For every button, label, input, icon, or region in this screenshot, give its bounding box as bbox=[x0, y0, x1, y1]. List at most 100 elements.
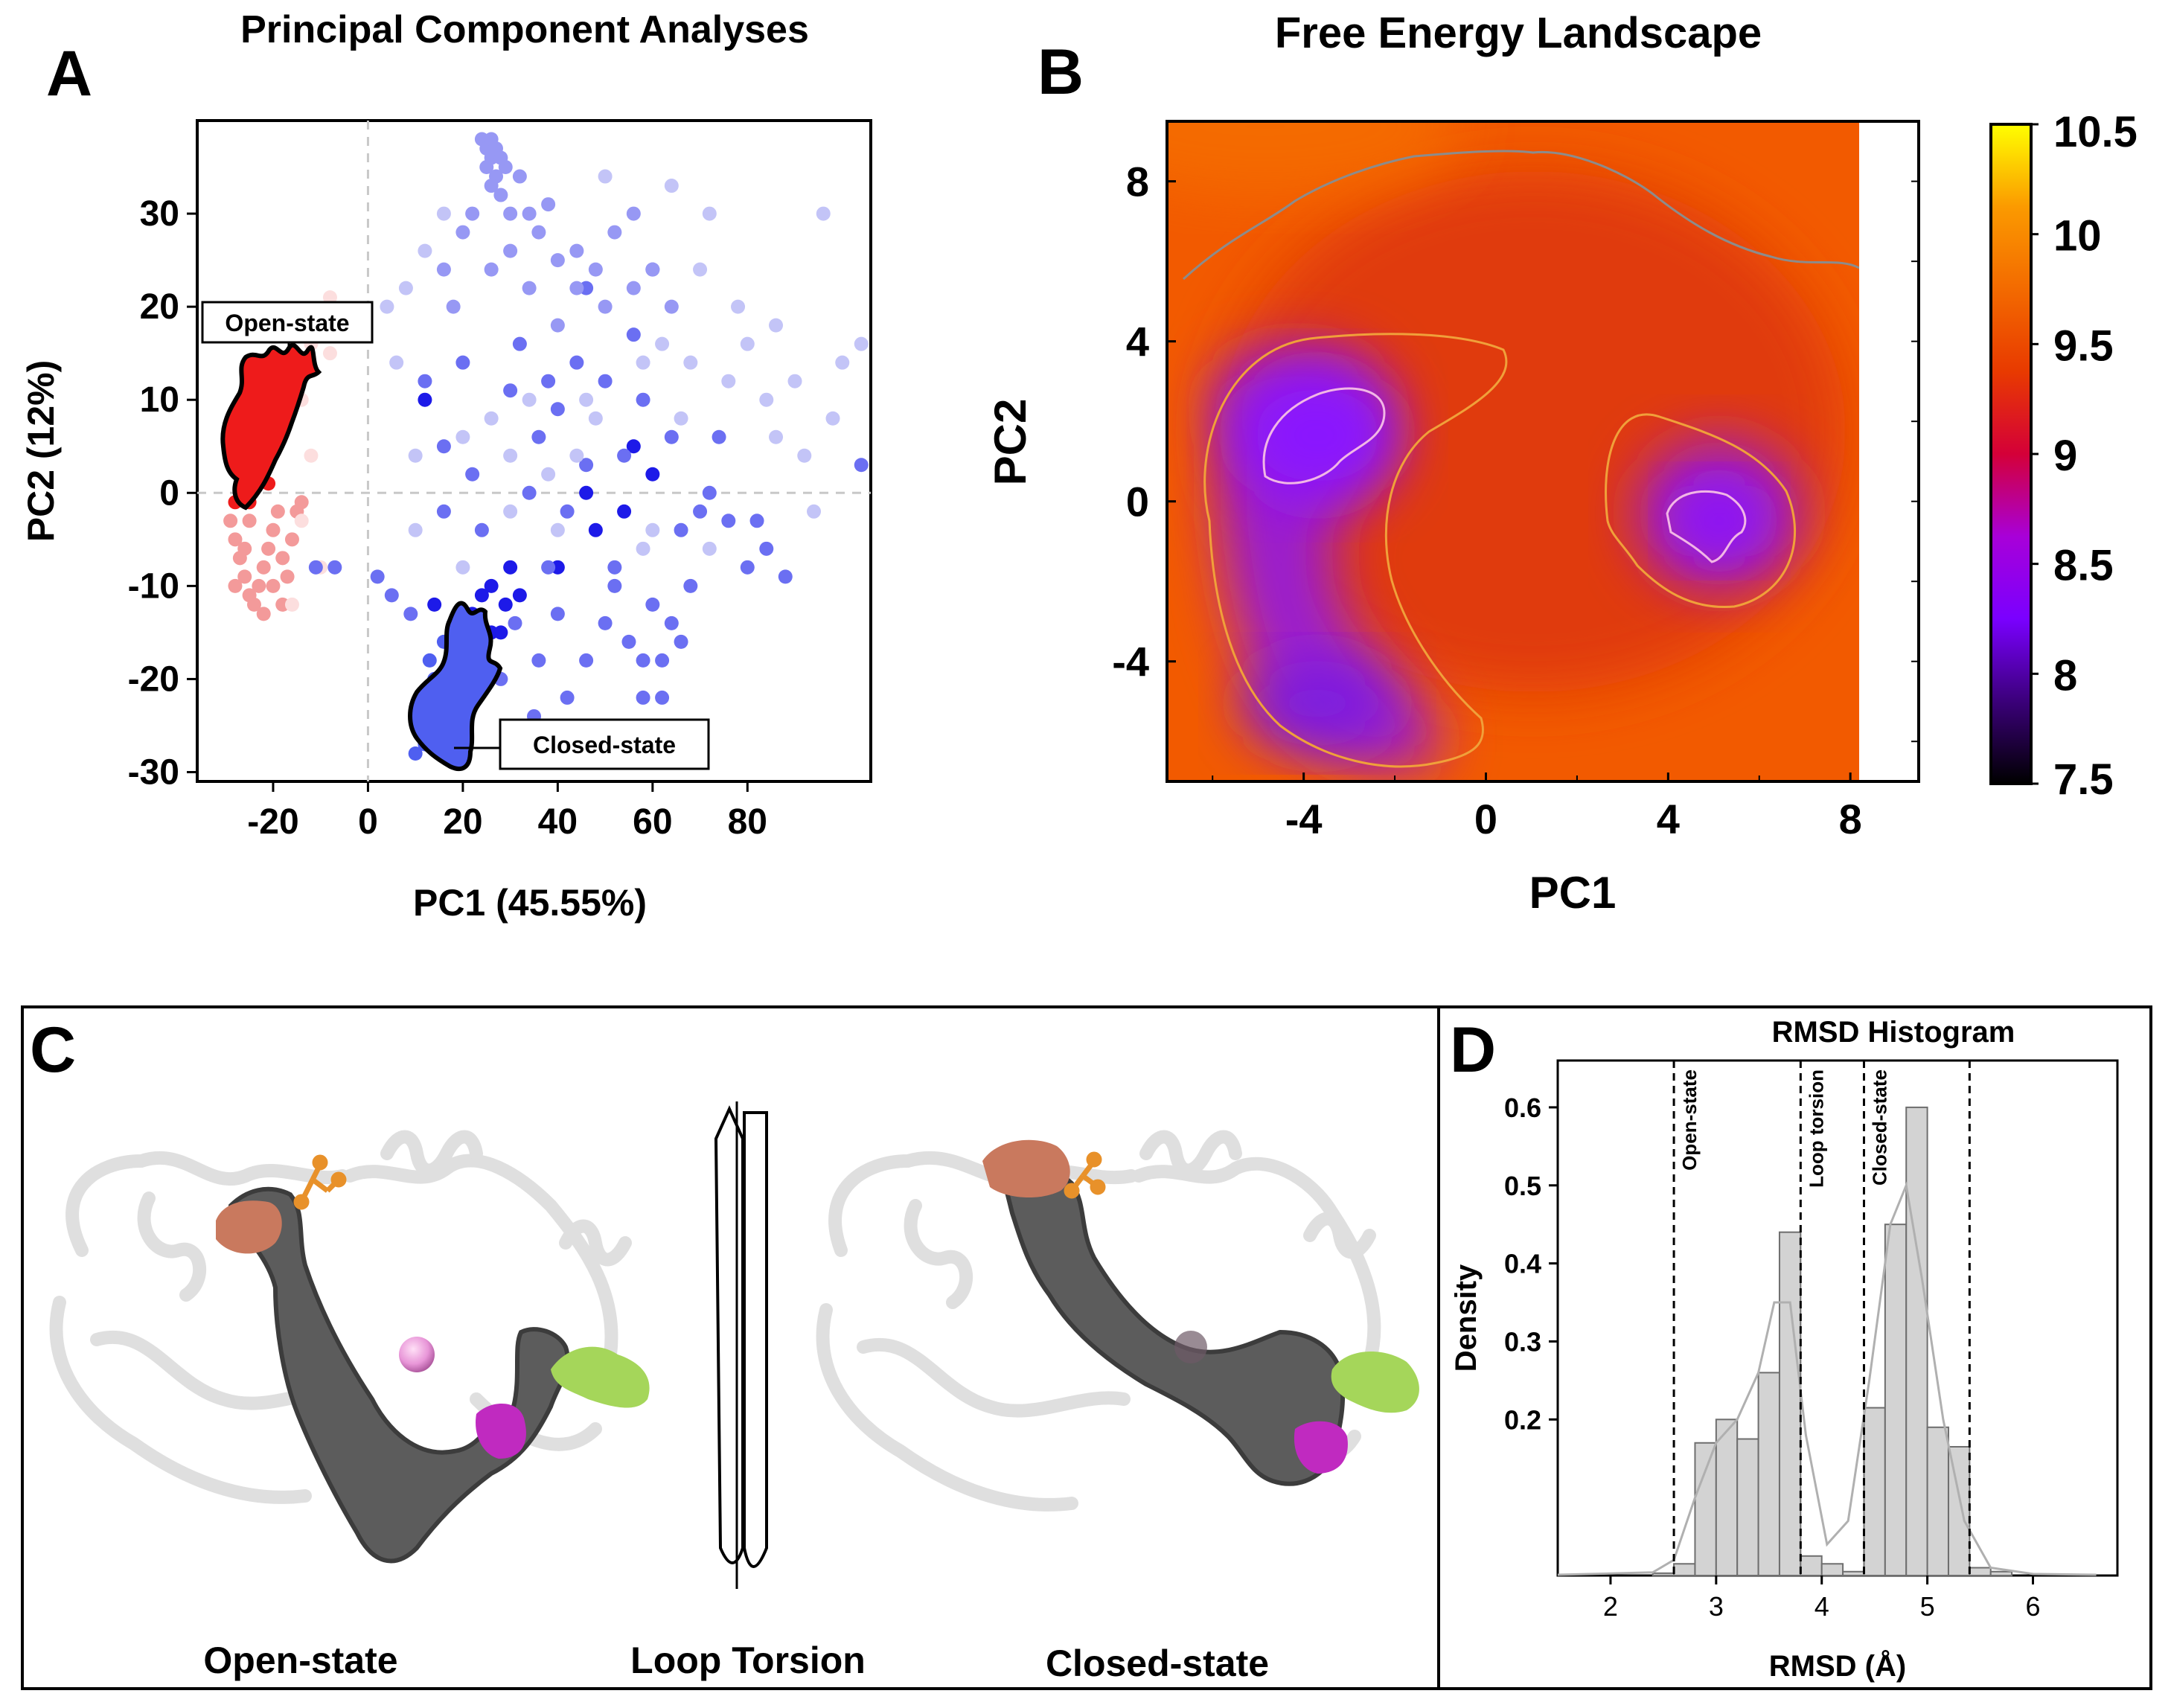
pca-point-closed-light bbox=[807, 504, 822, 519]
pca-point-closed-solid bbox=[427, 597, 442, 612]
closed-loop-surface bbox=[1002, 1170, 1346, 1486]
rmsd-title: RMSD Histogram bbox=[1772, 1016, 2015, 1049]
open-state-callout bbox=[201, 301, 374, 344]
pca-point-closed-solid bbox=[588, 522, 603, 537]
pca-point-closed-top bbox=[626, 281, 641, 295]
rmsd-x-tick-label: 3 bbox=[1709, 1591, 1724, 1622]
rmsd-x-tick-label: 5 bbox=[1920, 1591, 1935, 1622]
fel-xlabel: PC1 bbox=[1529, 868, 1617, 918]
pca-point-closed-top bbox=[522, 281, 537, 295]
pca-x-tick-label: 40 bbox=[538, 802, 578, 842]
pca-point-closed-mid bbox=[636, 653, 650, 668]
pca-point-closed-mid bbox=[674, 634, 688, 649]
rmsd-state-lines: Open-state Loop torsion Closed-state bbox=[1672, 1061, 1971, 1576]
pca-point-closed-mid bbox=[674, 522, 688, 537]
colorbar-tick-label: 10.5 bbox=[2053, 108, 2138, 156]
pca-y-tick-label: 30 bbox=[140, 194, 179, 234]
pca-point-closed-mid bbox=[702, 485, 717, 500]
pca-y-ticks: -30 -20 -10 0 10 20 30 bbox=[128, 194, 197, 792]
pca-point-open-faint bbox=[322, 346, 337, 361]
rmsd-state-line-label: Open-state bbox=[1678, 1069, 1701, 1171]
rmsd-y-tick-label: 0.6 bbox=[1504, 1093, 1541, 1123]
pca-point-closed-light bbox=[455, 560, 470, 575]
fel-bottom-core bbox=[1243, 659, 1392, 748]
pca-point-closed-mid bbox=[636, 690, 650, 705]
pca-point-closed-solid bbox=[474, 588, 489, 603]
panel-d: D RMSD Histogram Open-state Loop torsion C… bbox=[1450, 1014, 2119, 1683]
fel-plot-border bbox=[1166, 120, 1920, 783]
pca-point-closed-light bbox=[398, 281, 413, 295]
pca-point-closed-mid bbox=[560, 690, 575, 705]
rmsd-plot-area bbox=[1556, 1059, 2119, 1577]
pca-point-closed-mid bbox=[721, 514, 736, 528]
pca-point-closed-mid bbox=[436, 504, 451, 519]
pca-point-closed-mid bbox=[403, 607, 418, 621]
pca-point-open-light bbox=[284, 532, 299, 547]
pca-point-closed-light bbox=[645, 522, 660, 537]
pca-point-closed-mid bbox=[370, 569, 385, 584]
pca-point-closed-top bbox=[436, 262, 451, 277]
rmsd-kde-curve bbox=[1557, 1181, 2097, 1576]
pca-point-closed-solid bbox=[512, 588, 527, 603]
fel-x-ticks: -4 0 4 8 bbox=[1212, 180, 1919, 842]
pca-point-closed-light bbox=[550, 522, 565, 537]
pca-point-open-light bbox=[223, 514, 238, 528]
pca-point-closed-light bbox=[541, 467, 556, 482]
pca-point-open-light bbox=[261, 541, 276, 556]
rmsd-y-tick-label: 0.4 bbox=[1504, 1249, 1541, 1279]
open-state-structure: Open-state bbox=[49, 1130, 650, 1681]
pca-x-tick-label: -20 bbox=[247, 802, 298, 842]
pca-point-closed-light bbox=[418, 243, 432, 258]
pca-point-closed-top bbox=[588, 262, 603, 277]
pca-point-closed-mid bbox=[598, 374, 613, 388]
closed-state-structure: Closed-state bbox=[816, 1130, 1419, 1684]
pca-point-closed-light bbox=[522, 392, 537, 407]
rmsd-bar bbox=[1757, 1372, 1780, 1576]
rmsd-x-tick-label: 2 bbox=[1603, 1591, 1618, 1622]
rmsd-bar bbox=[1989, 1570, 2013, 1576]
rmsd-bar bbox=[1673, 1563, 1696, 1576]
pca-reference-lines bbox=[197, 121, 871, 781]
torsion-arrow-right bbox=[743, 1111, 768, 1568]
pca-point-closed-top bbox=[479, 160, 494, 175]
closed-state-label: Closed-state bbox=[1046, 1643, 1269, 1684]
fel-left-core bbox=[1235, 368, 1399, 502]
rmsd-bar bbox=[1778, 1231, 1802, 1576]
fel-y-tick-label: 4 bbox=[1126, 319, 1149, 365]
pca-point-closed-top bbox=[598, 299, 613, 314]
pca-point-closed-mid bbox=[617, 448, 632, 463]
pca-point-closed-mid bbox=[712, 429, 726, 444]
pca-y-tick-label: -20 bbox=[128, 659, 179, 699]
pca-point-closed-light bbox=[655, 336, 670, 351]
pca-point-closed-light bbox=[674, 411, 688, 426]
fel-y-tick-label: 0 bbox=[1126, 479, 1149, 525]
pca-point-open-light bbox=[246, 597, 261, 612]
pca-point-open-light bbox=[256, 607, 271, 621]
pca-point-open-faint bbox=[284, 597, 299, 612]
pca-point-closed-mid bbox=[418, 374, 432, 388]
panel-c: C Open-state bbox=[21, 1005, 2152, 1690]
pca-point-closed-mid bbox=[512, 336, 527, 351]
pca-point-closed-top bbox=[569, 281, 584, 295]
pca-point-closed-light bbox=[598, 169, 613, 184]
loop-torsion-label: Loop Torsion bbox=[630, 1640, 866, 1681]
pca-point-closed-light bbox=[854, 336, 869, 351]
rmsd-bar bbox=[1820, 1563, 1844, 1576]
pca-point-closed-top bbox=[531, 225, 546, 240]
pca-point-closed-light bbox=[484, 411, 499, 426]
pca-point-closed-mid bbox=[569, 355, 584, 370]
pca-point-closed-mid bbox=[541, 560, 556, 575]
pca-point-open-light bbox=[228, 578, 243, 593]
pca-point-closed-mid bbox=[579, 653, 594, 668]
pca-point-closed-mid bbox=[465, 467, 480, 482]
fel-y-tick-label: 8 bbox=[1126, 159, 1149, 205]
pca-x-ticks: -20 0 20 40 60 80 bbox=[247, 781, 767, 842]
pca-point-closed-light bbox=[740, 336, 755, 351]
closed-state-outline bbox=[408, 601, 503, 772]
pca-point-closed-dense bbox=[422, 653, 437, 668]
fel-y-tick-label: -4 bbox=[1112, 639, 1149, 685]
open-ligand bbox=[293, 1154, 347, 1210]
pca-point-open-light bbox=[266, 522, 281, 537]
rmsd-bar bbox=[1884, 1224, 1908, 1576]
